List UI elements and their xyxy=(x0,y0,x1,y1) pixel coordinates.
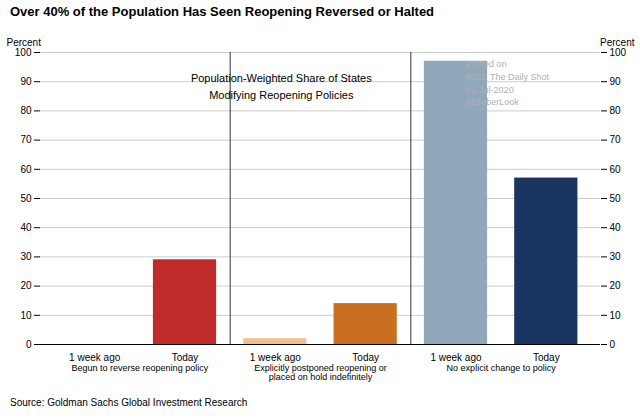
svg-text:60: 60 xyxy=(20,164,32,175)
svg-text:0: 0 xyxy=(610,339,616,350)
svg-text:1 week ago: 1 week ago xyxy=(430,352,482,363)
svg-text:70: 70 xyxy=(20,134,32,145)
svg-text:90: 90 xyxy=(610,76,622,87)
svg-text:Begun to reverse reopening pol: Begun to reverse reopening policy xyxy=(72,363,209,373)
svg-text:40: 40 xyxy=(610,222,622,233)
html-text:Source: Goldman Sachs Global I: Source: Goldman Sachs Global Investment … xyxy=(10,397,248,408)
svg-text:100: 100 xyxy=(15,47,32,58)
html-text:Over 40% of the Population Has: Over 40% of the Population Has Seen Reop… xyxy=(10,4,435,19)
svg-text:100: 100 xyxy=(610,47,627,58)
svg-text:Explicitly postponed reopening: Explicitly postponed reopening orplaced … xyxy=(254,363,387,382)
svg-text:40: 40 xyxy=(20,222,32,233)
svg-text:80: 80 xyxy=(610,105,622,116)
svg-text:Percent: Percent xyxy=(7,37,42,48)
svg-text:1 week ago: 1 week ago xyxy=(250,352,302,363)
svg-text:70: 70 xyxy=(610,134,622,145)
svg-text:Today: Today xyxy=(533,352,560,363)
svg-text:50: 50 xyxy=(20,193,32,204)
svg-text:Population-Weighted Share of S: Population-Weighted Share of StatesModif… xyxy=(191,72,372,101)
svg-text:10: 10 xyxy=(20,310,32,321)
svg-text:Posted onWSJ: The Daily Shot01: Posted onWSJ: The Daily Shot01-Jul-2020@… xyxy=(466,59,549,107)
svg-text:Today: Today xyxy=(352,352,379,363)
svg-text:1 week ago: 1 week ago xyxy=(69,352,121,363)
svg-text:Today: Today xyxy=(172,352,199,363)
svg-text:30: 30 xyxy=(610,251,622,262)
svg-text:10: 10 xyxy=(610,310,622,321)
svg-text:20: 20 xyxy=(610,280,622,291)
svg-text:30: 30 xyxy=(20,251,32,262)
svg-text:80: 80 xyxy=(20,105,32,116)
svg-text:20: 20 xyxy=(20,280,32,291)
svg-text:90: 90 xyxy=(20,76,32,87)
svg-text:Percent: Percent xyxy=(600,37,635,48)
svg-text:50: 50 xyxy=(610,193,622,204)
svg-text:No explicit change to policy: No explicit change to policy xyxy=(447,363,557,373)
svg-text:0: 0 xyxy=(26,339,32,350)
svg-text:60: 60 xyxy=(610,164,622,175)
